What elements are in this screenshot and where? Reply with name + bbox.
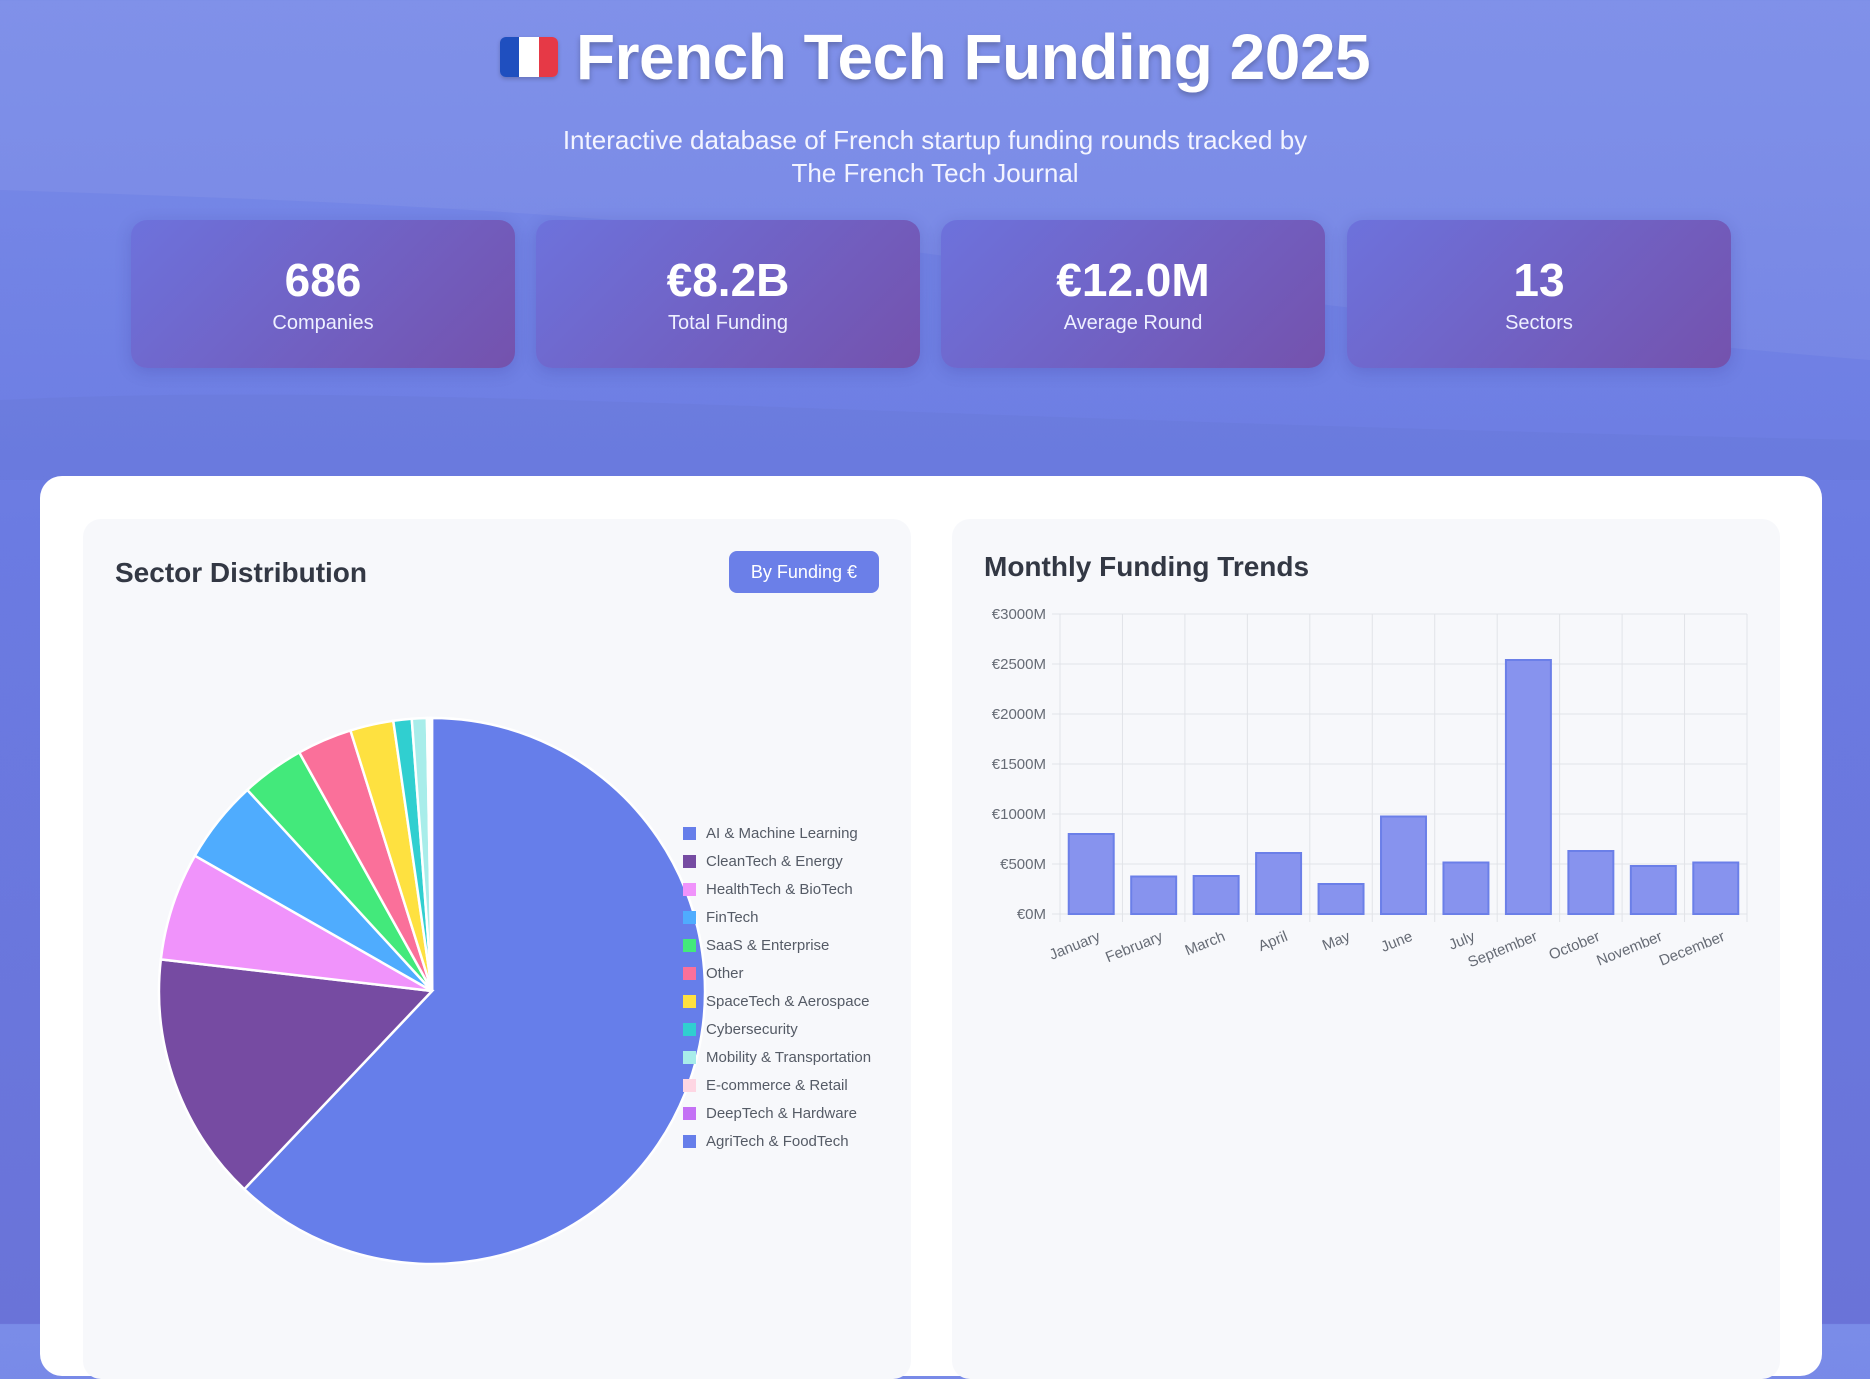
x-tick-label: May (1320, 928, 1353, 955)
sector-legend: AI & Machine Learning CleanTech & Energy H… (683, 819, 871, 1155)
legend-item[interactable]: HealthTech & BioTech (683, 875, 871, 903)
page-title-text: French Tech Funding 2025 (575, 21, 1371, 93)
legend-item[interactable]: FinTech (683, 903, 871, 931)
bar-december[interactable] (1692, 861, 1740, 915)
legend-item[interactable]: Other (683, 959, 871, 987)
x-tick-label: June (1378, 928, 1415, 956)
stat-value: €8.2B (666, 254, 790, 306)
stat-label: Average Round (1063, 312, 1203, 334)
x-tick-label: April (1256, 928, 1290, 955)
page-title: French Tech Funding 2025 (0, 20, 1870, 94)
x-tick-label: December (1657, 928, 1728, 970)
legend-label: SaaS & Enterprise (706, 936, 830, 954)
legend-swatch (683, 826, 696, 840)
bar-october[interactable] (1567, 850, 1615, 915)
legend-item[interactable]: AgriTech & FoodTech (683, 1127, 871, 1155)
legend-label: SpaceTech & Aerospace (706, 992, 870, 1010)
legend-item[interactable]: E-commerce & Retail (683, 1071, 871, 1099)
x-tick-label: September (1466, 928, 1540, 971)
y-tick-label: €2000M (992, 706, 1046, 723)
legend-swatch (683, 1078, 696, 1092)
legend-label: DeepTech & Hardware (706, 1104, 857, 1122)
legend-swatch (683, 854, 696, 868)
x-tick-label: January (1047, 928, 1103, 964)
legend-swatch (683, 910, 696, 924)
y-tick-label: €500M (1000, 856, 1046, 873)
y-tick-label: €2500M (992, 656, 1046, 673)
legend-label: CleanTech & Energy (706, 852, 843, 870)
legend-label: Other (706, 964, 744, 982)
bar-january[interactable] (1067, 833, 1115, 915)
y-tick-label: €1000M (992, 806, 1046, 823)
y-tick-label: €3000M (992, 606, 1046, 623)
legend-item[interactable]: Cybersecurity (683, 1015, 871, 1043)
y-tick-label: €1500M (992, 756, 1046, 773)
stat-label: Total Funding (667, 312, 789, 334)
x-tick-label: February (1103, 928, 1165, 966)
pie-slice-agritech-foodtech[interactable] (429, 716, 434, 992)
legend-item[interactable]: DeepTech & Hardware (683, 1099, 871, 1127)
monthly-trends-card: Monthly Funding Trends €0M €500M €1000M €15… (952, 519, 1780, 1379)
legend-swatch (683, 1050, 696, 1064)
sector-distribution-card: Sector Distribution By Funding € AI & Ma… (83, 519, 911, 1379)
legend-swatch (683, 1106, 696, 1120)
legend-label: HealthTech & BioTech (706, 880, 853, 898)
x-tick-label: March (1183, 928, 1228, 959)
y-tick-label: €0M (1017, 906, 1046, 923)
stat-label: Companies (272, 312, 374, 334)
stat-value: 686 (284, 254, 362, 306)
stat-value: €12.0M (1056, 254, 1210, 306)
legend-swatch (683, 1022, 696, 1036)
france-flag-icon (499, 37, 558, 77)
monthly-trends-title: Monthly Funding Trends (984, 551, 1310, 582)
legend-label: Mobility & Transportation (706, 1048, 872, 1066)
bar-july[interactable] (1442, 861, 1490, 915)
legend-label: AI & Machine Learning (706, 824, 858, 842)
legend-swatch (683, 966, 696, 980)
legend-swatch (683, 1134, 696, 1148)
pie-slice-cleantech-energy[interactable] (157, 957, 435, 1191)
sector-pie-chart (157, 716, 707, 1266)
bar-april[interactable] (1255, 852, 1303, 915)
bar-may[interactable] (1317, 883, 1365, 915)
legend-label: FinTech (706, 908, 759, 926)
bar-september[interactable] (1504, 659, 1552, 915)
stat-card-total-funding: €8.2B Total Funding (536, 220, 920, 368)
legend-label: E-commerce & Retail (706, 1076, 848, 1094)
legend-swatch (683, 938, 696, 952)
pie-slice-ai-machine-learning[interactable] (242, 716, 707, 1266)
sector-distribution-title: Sector Distribution (115, 557, 368, 588)
x-tick-label: July (1446, 928, 1478, 954)
stat-label: Sectors (1505, 312, 1573, 334)
subtitle-line-2: The French Tech Journal (791, 158, 1079, 188)
stat-card-companies: 686 Companies (131, 220, 515, 368)
bar-february[interactable] (1130, 875, 1178, 915)
bar-november[interactable] (1629, 865, 1677, 915)
legend-item[interactable]: Mobility & Transportation (683, 1043, 871, 1071)
x-tick-label: November (1594, 928, 1665, 970)
legend-item[interactable]: SpaceTech & Aerospace (683, 987, 871, 1015)
legend-item[interactable]: AI & Machine Learning (683, 819, 871, 847)
subtitle-line-1: Interactive database of French startup f… (562, 125, 1308, 155)
charts-panel: Sector Distribution By Funding € AI & Ma… (40, 476, 1822, 1379)
legend-item[interactable]: SaaS & Enterprise (683, 931, 871, 959)
stat-card-sectors: 13 Sectors (1347, 220, 1731, 368)
page-subtitle: Interactive database of French startup f… (535, 124, 1335, 190)
x-tick-label: October (1547, 928, 1603, 964)
stat-value: 13 (1513, 254, 1565, 306)
legend-label: Cybersecurity (706, 1020, 798, 1038)
monthly-funding-bar-chart: €0M €500M €1000M €1500M €2000M €2500M €3000M Ja… (992, 606, 1748, 971)
legend-label: AgriTech & FoodTech (706, 1132, 849, 1150)
legend-swatch (683, 994, 696, 1008)
bar-march[interactable] (1192, 875, 1240, 915)
stat-card-average-round: €12.0M Average Round (941, 220, 1325, 368)
legend-swatch (683, 882, 696, 896)
by-funding-toggle-button[interactable]: By Funding € (728, 551, 879, 593)
bar-june[interactable] (1380, 815, 1427, 915)
legend-item[interactable]: CleanTech & Energy (683, 847, 871, 875)
